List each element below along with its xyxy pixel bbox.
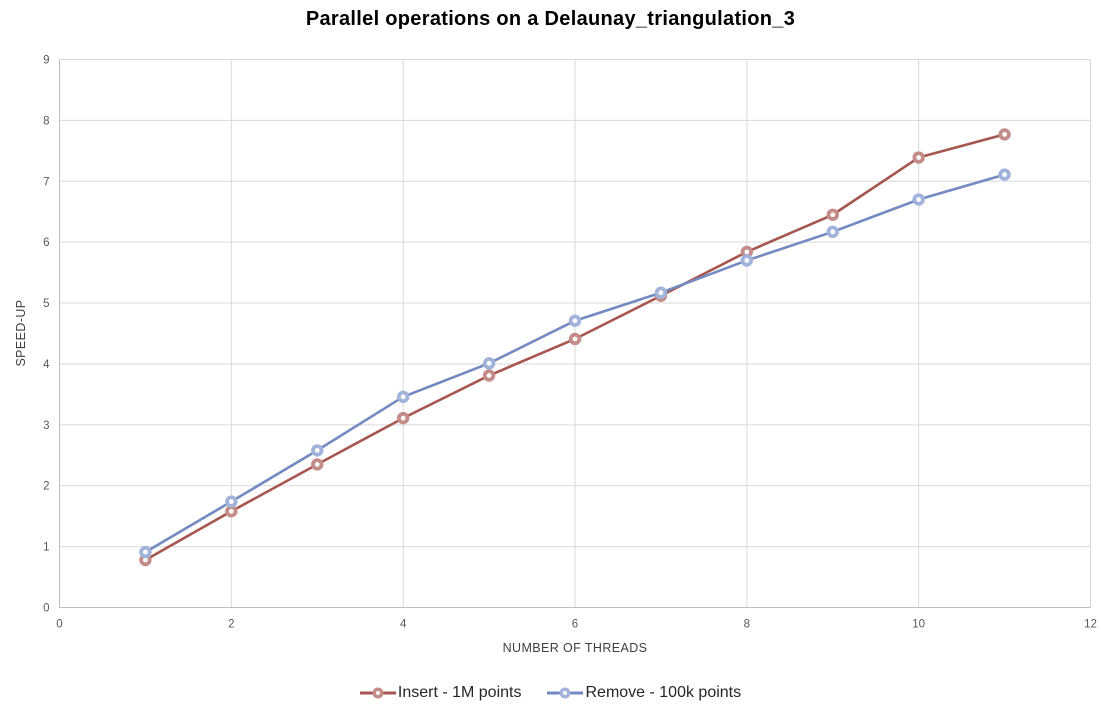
data-point-marker (998, 128, 1011, 141)
data-point-marker (740, 254, 754, 267)
y-tick-label: 8 (43, 115, 49, 127)
data-point-marker (826, 208, 839, 221)
y-tick-label: 6 (43, 237, 49, 249)
legend-item-remove[interactable]: Remove - 100k points (547, 684, 741, 702)
x-tick-label: 2 (228, 619, 234, 631)
x-tick-label: 6 (572, 619, 578, 631)
y-tick-label: 2 (43, 481, 49, 493)
data-point-marker (396, 411, 410, 425)
data-point-marker (912, 151, 925, 164)
y-tick-label: 5 (43, 298, 49, 310)
x-tick-label: 10 (912, 619, 925, 631)
legend-label-remove: Remove - 100k points (585, 684, 742, 701)
y-tick-label: 3 (43, 420, 49, 432)
legend: Insert - 1M points Remove - 100k points (0, 684, 1101, 702)
y-tick-label: 1 (43, 542, 49, 554)
remove-series-swatch-icon (547, 687, 584, 699)
data-point-marker (482, 369, 496, 382)
y-tick-label: 4 (43, 359, 50, 371)
x-axis-title: NUMBER OF THREADS (502, 641, 648, 655)
x-tick-label: 12 (1084, 619, 1097, 631)
data-point-marker (225, 495, 238, 508)
y-tick-label: 0 (43, 603, 49, 615)
x-tick-label: 8 (744, 619, 750, 631)
data-point-marker (998, 168, 1011, 181)
data-point-marker (311, 444, 324, 457)
y-axis-title: SPEED-UP (14, 299, 28, 367)
data-point-marker (654, 286, 668, 299)
data-point-marker (225, 505, 238, 518)
data-point-marker (139, 545, 152, 559)
x-tick-label: 4 (400, 619, 407, 631)
data-point-marker (311, 458, 324, 471)
data-point-marker (568, 314, 582, 327)
data-point-marker (912, 193, 925, 206)
y-tick-label: 9 (43, 55, 49, 67)
data-point-marker (482, 357, 496, 370)
chart-title: Parallel operations on a Delaunay_triang… (305, 8, 796, 30)
legend-item-insert[interactable]: Insert - 1M points (359, 684, 522, 702)
data-point-marker (568, 332, 582, 346)
insert-series-swatch-icon (359, 687, 396, 699)
data-point-marker (826, 225, 839, 239)
y-tick-label: 7 (43, 176, 49, 188)
data-point-marker (396, 390, 410, 404)
x-tick-label: 0 (56, 619, 62, 631)
legend-label-insert: Insert - 1M points (397, 684, 522, 701)
